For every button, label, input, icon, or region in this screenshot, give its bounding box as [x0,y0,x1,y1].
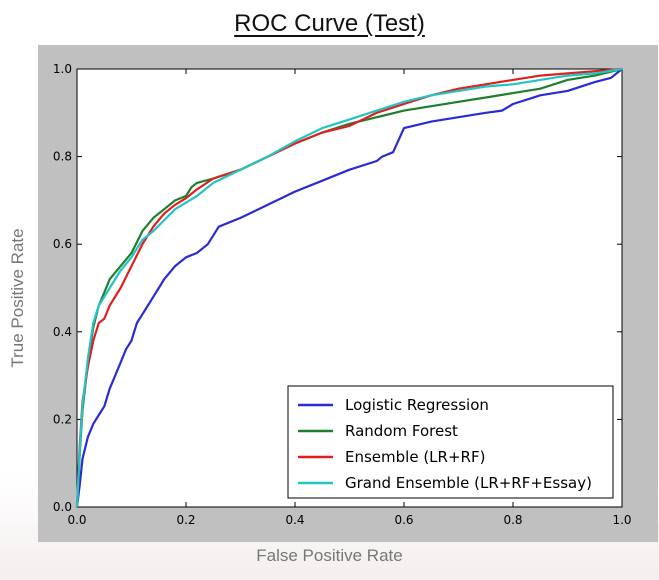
x-tick-label: 0.4 [285,513,304,527]
y-tick-label: 0.6 [53,237,72,251]
x-tick-label: 0.0 [67,513,86,527]
x-tick-label: 0.2 [176,513,195,527]
legend-label: Grand Ensemble (LR+RF+Essay) [345,474,592,492]
legend-label: Random Forest [345,422,458,440]
legend-label: Ensemble (LR+RF) [345,448,485,466]
tick-layer: 0.0 0.2 0.4 0.6 0.8 1.0 0.0 0.2 0.4 0.6 0.8 1.0 [53,62,632,527]
y-tick-label: 0.8 [53,150,72,164]
x-axis-title: False Positive Rate [256,546,403,565]
x-tick-label: 0.8 [503,513,522,527]
y-tick-label: 0.2 [53,412,72,426]
y-tick-label: 1.0 [53,62,72,76]
series-line-ensemble-lr-rf [75,67,623,508]
legend: Logistic Regression Random Forest Ensemble… [287,385,614,499]
legend-label: Logistic Regression [345,396,489,414]
legend-box [287,385,614,499]
chart-title: ROC Curve (Test) [234,10,425,37]
x-tick-label: 1.0 [612,513,631,527]
y-tick-label: 0.4 [53,325,72,339]
y-axis-title: True Positive Rate [8,228,27,368]
y-tick-label: 0.0 [53,500,72,514]
series-line-grand-ensemble-lr-rf-essay [75,67,623,508]
series-layer [75,67,623,508]
series-line-logistic-regression [75,68,623,508]
x-tick-label: 0.6 [394,513,413,527]
